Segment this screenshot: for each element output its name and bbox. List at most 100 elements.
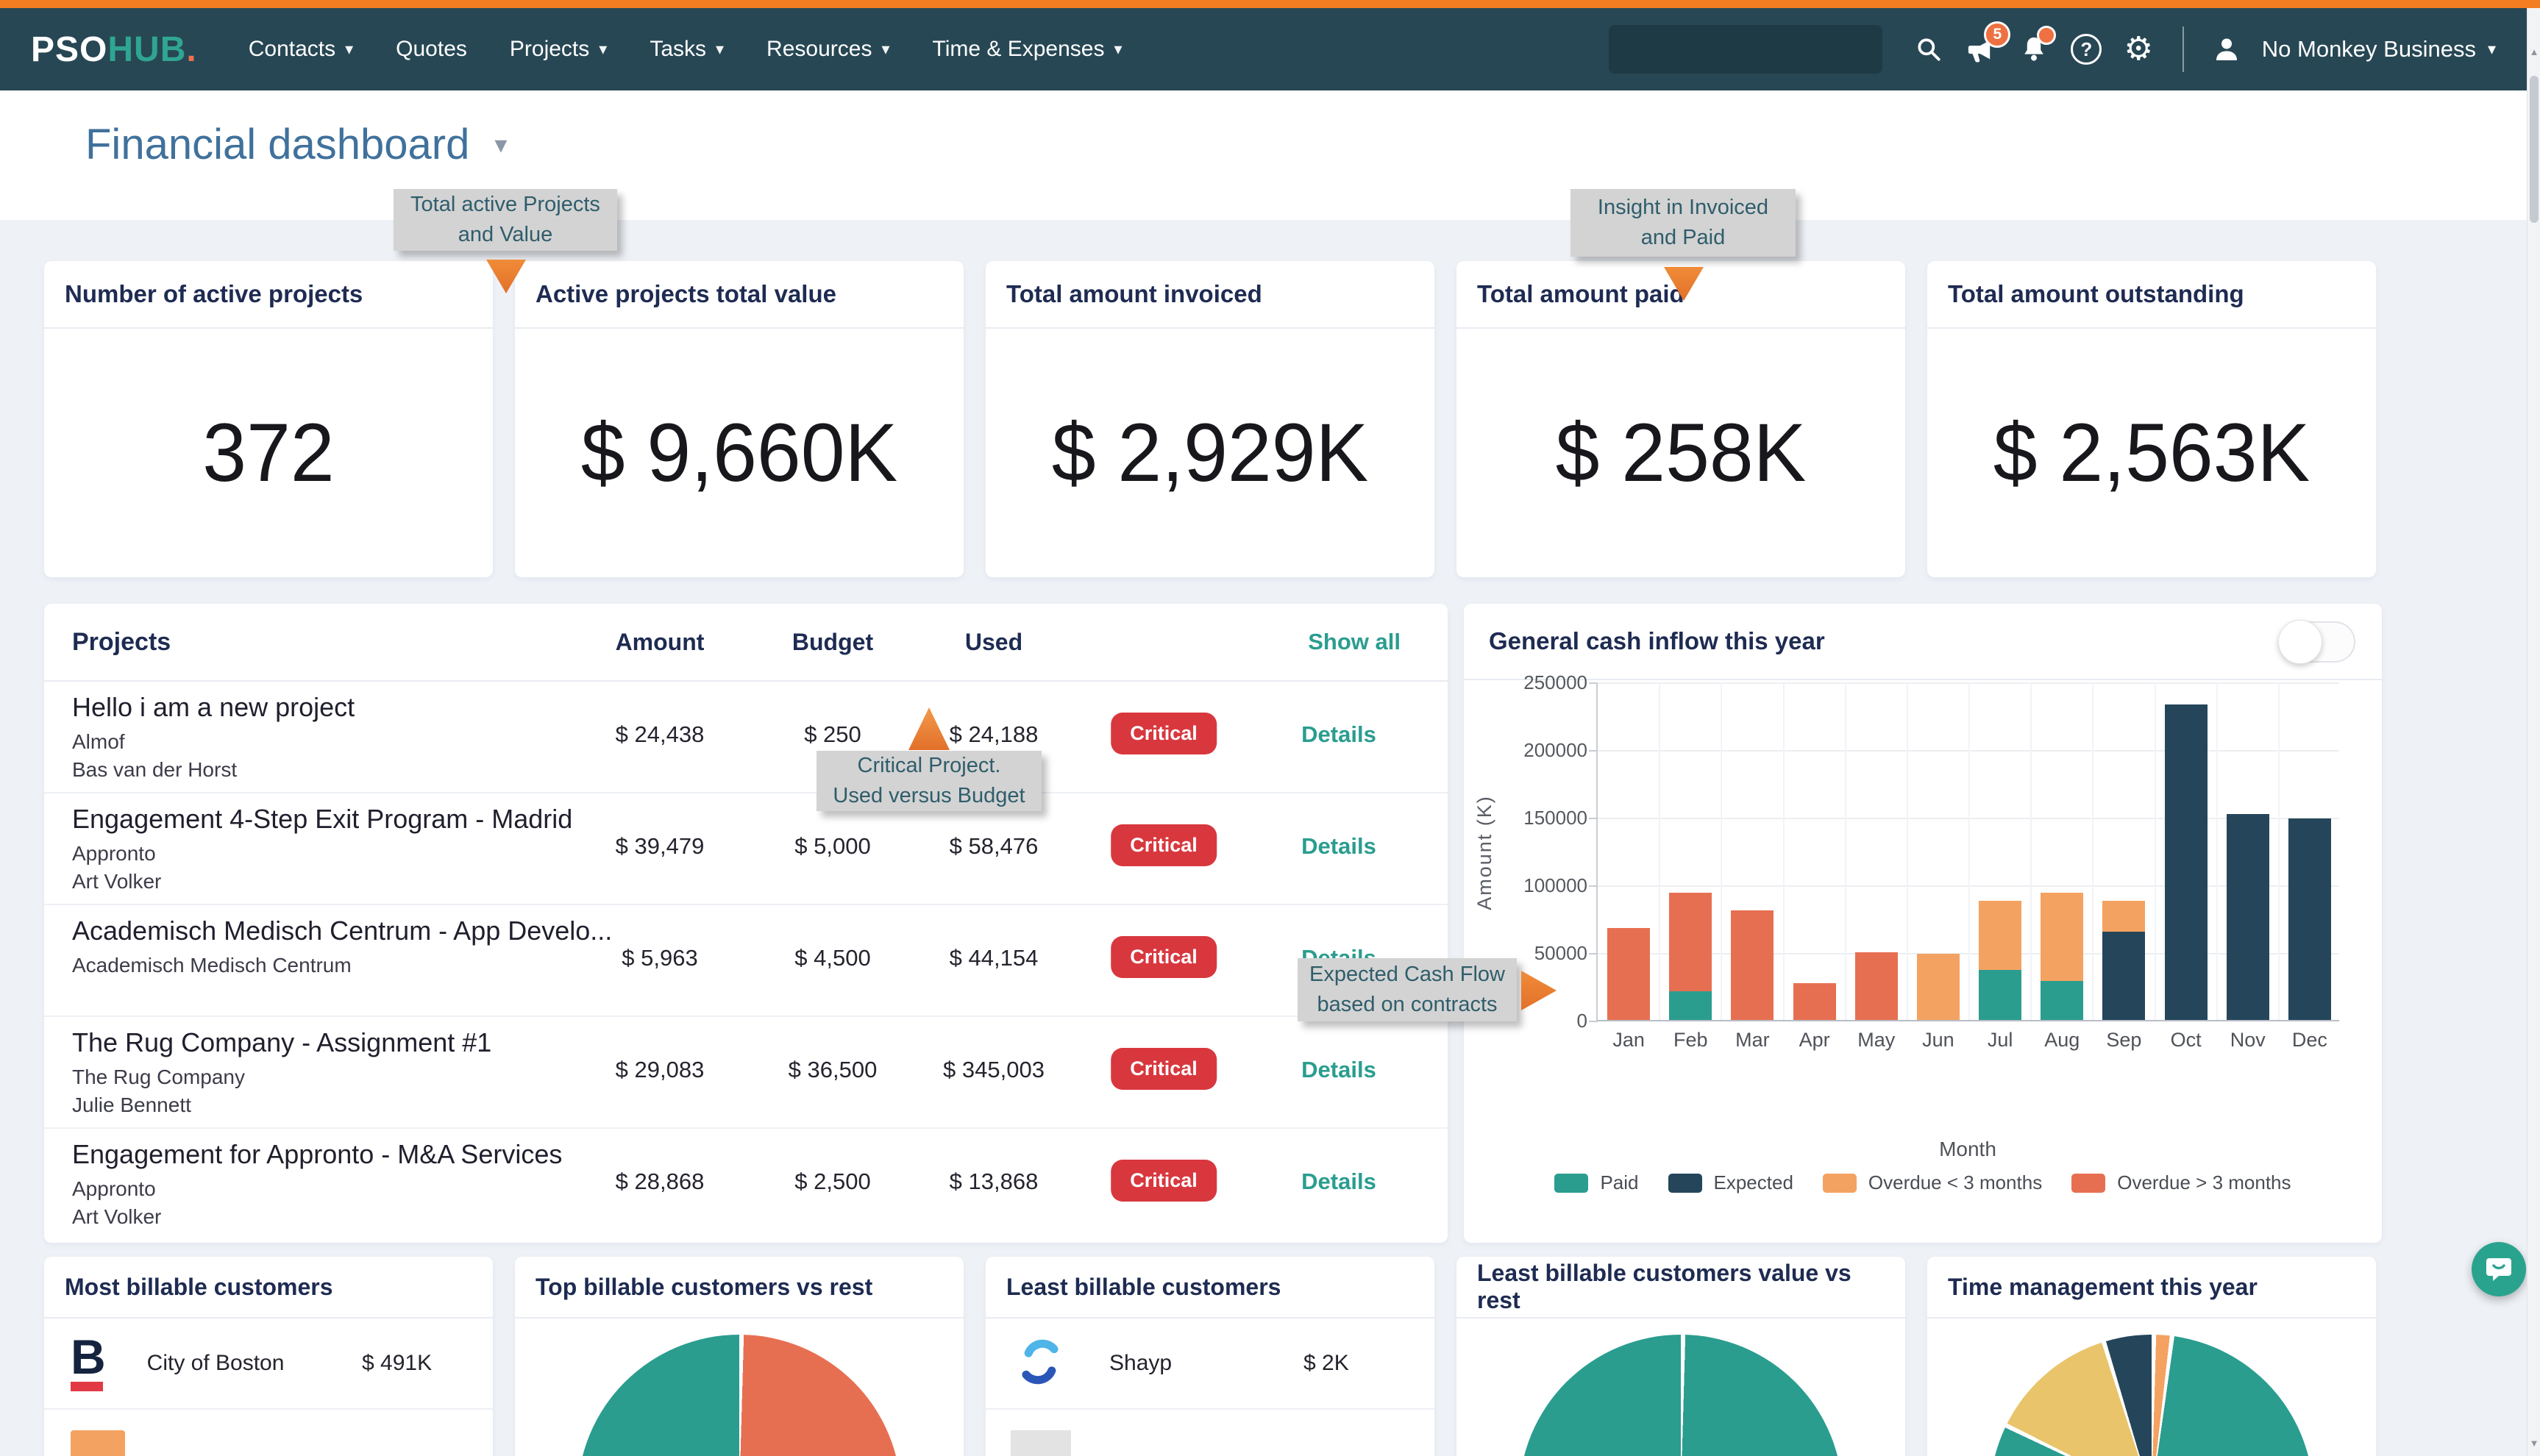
gridline-vertical bbox=[1906, 683, 1908, 1020]
chevron-down-icon: ▾ bbox=[881, 40, 890, 58]
status-badge-critical: Critical bbox=[1111, 824, 1217, 866]
notifications-bell-icon[interactable] bbox=[2019, 26, 2057, 64]
project-used: $ 58,476 bbox=[949, 833, 1039, 859]
logo-pso: PSO bbox=[31, 29, 108, 69]
project-name[interactable]: Academisch Medisch Centrum - App Develo.… bbox=[72, 916, 613, 946]
axis-tick bbox=[1589, 682, 1598, 684]
nav-item-tasks[interactable]: Tasks ▾ bbox=[650, 37, 725, 61]
nav-item-time-expenses[interactable]: Time & Expenses ▾ bbox=[932, 37, 1123, 61]
gridline-vertical bbox=[2030, 683, 2032, 1020]
project-name[interactable]: Engagement for Appronto - M&A Services bbox=[72, 1139, 563, 1169]
projects-title: Projects bbox=[72, 627, 171, 656]
project-name[interactable]: Engagement 4-Step Exit Program - Madrid bbox=[72, 804, 573, 834]
x-axis-title: Month bbox=[1939, 1138, 1996, 1160]
least-value-vs-rest-card: Least billable customers value vs rest bbox=[1456, 1257, 1905, 1456]
kpi-label: Total amount paid bbox=[1456, 261, 1905, 329]
legend-item[interactable]: Overdue > 3 months bbox=[2071, 1171, 2291, 1194]
customer-value: $ 491K bbox=[362, 1351, 433, 1375]
column-header-budget: Budget bbox=[791, 628, 874, 655]
project-amount: $ 29,083 bbox=[615, 1057, 705, 1082]
bar-overdue-3-months bbox=[2041, 893, 2084, 981]
scrollbar-up-arrow[interactable]: ▲ bbox=[2529, 46, 2539, 57]
y-tick-label: 50000 bbox=[1534, 942, 1587, 964]
customer-name: City of Boston bbox=[146, 1351, 285, 1375]
show-all-link[interactable]: Show all bbox=[1308, 629, 1401, 654]
x-tick-label: Jan bbox=[1612, 1029, 1645, 1051]
bar-chart-plot: 0 50000 100000 150000 200000 250000 Jan Feb Mar A… bbox=[1523, 671, 2339, 1051]
customer-row[interactable]: Shayp $ 2K bbox=[986, 1318, 1434, 1410]
nav-item-quotes[interactable]: Quotes bbox=[396, 37, 467, 61]
project-contact: Julie Bennett bbox=[72, 1093, 191, 1116]
page-header-band: Financial dashboard ▾ bbox=[0, 90, 2527, 220]
project-details-link[interactable]: Details bbox=[1301, 1168, 1376, 1194]
project-used: $ 24,188 bbox=[949, 721, 1039, 747]
projects-table-card: Projects Amount Budget Used Show all Hel… bbox=[44, 604, 1448, 1243]
kpi-card-paid: Total amount paid $ 258K bbox=[1456, 261, 1905, 577]
title-dropdown-caret[interactable]: ▾ bbox=[494, 130, 508, 159]
customer-row[interactable]: B City of Boston $ 491K bbox=[44, 1318, 493, 1410]
scrollbar-thumb[interactable] bbox=[2530, 76, 2539, 223]
project-details-link[interactable]: Details bbox=[1301, 833, 1376, 859]
project-name[interactable]: Hello i am a new project bbox=[72, 692, 355, 722]
axis-tick bbox=[1589, 750, 1598, 752]
x-tick-label: Aug bbox=[2044, 1029, 2080, 1051]
search-icon[interactable] bbox=[1915, 35, 1943, 63]
account-menu[interactable]: No Monkey Business ▾ bbox=[2261, 36, 2496, 62]
announcements-icon[interactable]: 5 bbox=[1965, 21, 2011, 65]
legend-swatch bbox=[1554, 1173, 1589, 1193]
least-value-vs-rest-pie-chart bbox=[1519, 1335, 1843, 1456]
axis-tick bbox=[1589, 1021, 1598, 1022]
scrollbar-down-arrow[interactable]: ▼ bbox=[2529, 1438, 2539, 1449]
legend-item[interactable]: Overdue < 3 months bbox=[1822, 1171, 2042, 1194]
settings-gear-icon[interactable]: ⚙ bbox=[2124, 30, 2153, 68]
legend-item[interactable]: Expected bbox=[1668, 1171, 1793, 1194]
x-tick-label: Sep bbox=[2106, 1029, 2142, 1051]
card-title: Most billable customers bbox=[44, 1257, 493, 1318]
legend-label: Paid bbox=[1600, 1171, 1639, 1193]
navbar-right: 5 ? ⚙ No Monkey Business ▾ bbox=[1609, 21, 2496, 74]
x-tick-label: Feb bbox=[1673, 1029, 1708, 1051]
x-tick-label: Apr bbox=[1799, 1029, 1830, 1051]
status-badge-critical: Critical bbox=[1111, 713, 1217, 754]
orange-square-logo bbox=[71, 1430, 125, 1456]
tooltip-expected-cashflow: Expected Cash Flow based on contracts bbox=[1298, 958, 1517, 1021]
gridline-vertical bbox=[1721, 683, 1723, 1020]
x-tick-label: Dec bbox=[2291, 1029, 2327, 1051]
bottom-cards-row: Most billable customers B City of Boston… bbox=[44, 1257, 2376, 1456]
main-menu: Contacts ▾ Quotes Projects ▾ Tasks ▾ Resources ▾… bbox=[249, 37, 1123, 62]
project-used: $ 13,868 bbox=[949, 1168, 1039, 1194]
project-budget: $ 5,000 bbox=[794, 833, 871, 859]
project-details-link[interactable]: Details bbox=[1301, 1057, 1376, 1082]
column-header-used: Used bbox=[964, 628, 1023, 655]
kpi-label: Total amount invoiced bbox=[986, 261, 1434, 329]
psohub-logo[interactable]: PSOHUB. bbox=[31, 29, 197, 70]
axis-tick bbox=[1589, 818, 1598, 819]
project-details-link[interactable]: Details bbox=[1301, 721, 1376, 747]
project-company: Appronto bbox=[72, 842, 156, 865]
gridline-vertical bbox=[1782, 683, 1785, 1020]
chevron-down-icon: ▾ bbox=[2487, 40, 2496, 58]
project-used: $ 44,154 bbox=[949, 945, 1039, 971]
chat-launcher-button[interactable] bbox=[2472, 1242, 2526, 1296]
nav-item-contacts[interactable]: Contacts ▾ bbox=[248, 37, 354, 61]
chevron-down-icon: ▾ bbox=[599, 40, 608, 58]
y-tick-label: 0 bbox=[1576, 1010, 1587, 1032]
page-title: Financial dashboard ▾ bbox=[85, 121, 508, 168]
project-amount: $ 28,868 bbox=[615, 1168, 705, 1194]
help-icon[interactable]: ? bbox=[2071, 34, 2102, 65]
legend-label: Expected bbox=[1713, 1171, 1793, 1193]
legend-item[interactable]: Paid bbox=[1554, 1171, 1639, 1194]
chart-toggle[interactable] bbox=[2278, 620, 2355, 664]
y-tick-label: 200000 bbox=[1523, 739, 1587, 761]
page-scrollbar[interactable]: ▲ ▼ bbox=[2527, 8, 2540, 1456]
chart-legend: Paid Expected Overdue < 3 months Overdue > … bbox=[1464, 1171, 2382, 1194]
logo-hub: HUB bbox=[107, 29, 187, 69]
legend-label: Overdue > 3 months bbox=[2117, 1171, 2291, 1193]
nav-item-resources[interactable]: Resources ▾ bbox=[766, 37, 890, 61]
y-tick-label: 150000 bbox=[1523, 807, 1587, 829]
bar-overdue-3-months bbox=[2102, 901, 2146, 932]
gridline-vertical bbox=[2092, 683, 2094, 1020]
search-input[interactable] bbox=[1609, 25, 1883, 74]
nav-item-projects[interactable]: Projects ▾ bbox=[509, 37, 608, 61]
project-name[interactable]: The Rug Company - Assignment #1 bbox=[72, 1027, 492, 1057]
